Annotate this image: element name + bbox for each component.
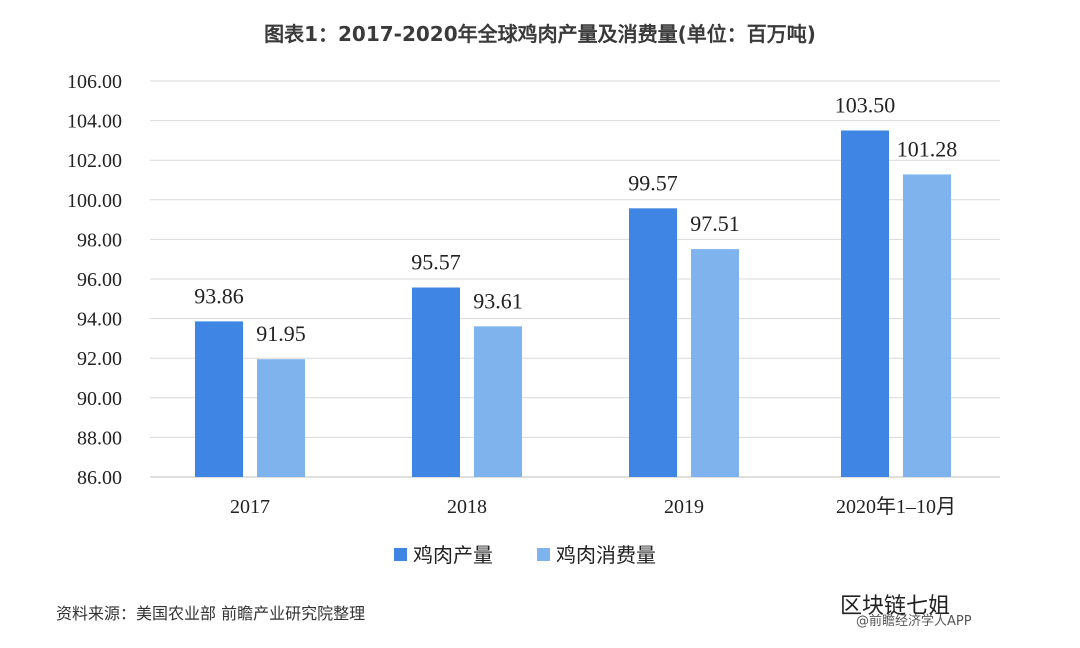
y-tick-label: 96.00 <box>77 269 122 291</box>
bar <box>903 174 951 477</box>
x-axis-ticks: 2017 2018 2019 2020年1–10月 <box>230 495 956 518</box>
y-tick-label: 94.00 <box>77 309 122 331</box>
bars <box>195 130 951 477</box>
bar <box>841 130 889 477</box>
x-tick-label: 2019 <box>664 496 704 518</box>
y-tick-label: 104.00 <box>67 111 122 133</box>
watermark-text: 区块链七姐 <box>840 594 951 619</box>
data-label: 103.50 <box>835 93 896 118</box>
legend-label: 鸡肉消费量 <box>556 543 656 567</box>
data-label: 91.95 <box>256 321 306 346</box>
source-note: 资料来源：美国农业部 前瞻产业研究院整理 <box>56 604 366 623</box>
bar <box>257 359 305 477</box>
y-axis-ticks: 86.00 88.00 90.00 92.00 94.00 96.00 98.00 100.0… <box>67 71 122 489</box>
legend: 鸡肉产量 鸡肉消费量 <box>394 543 656 567</box>
y-tick-label: 100.00 <box>67 190 122 212</box>
bar <box>629 208 677 477</box>
y-tick-label: 92.00 <box>77 348 122 370</box>
y-tick-label: 102.00 <box>67 150 122 172</box>
x-tick-label: 2020年1–10月 <box>836 495 956 518</box>
bar <box>195 321 243 477</box>
credit-text: @前瞻经济学人APP <box>856 614 972 629</box>
data-label: 95.57 <box>411 250 461 275</box>
y-tick-label: 86.00 <box>77 467 122 489</box>
legend-swatch <box>394 548 407 561</box>
data-label: 93.61 <box>473 288 523 313</box>
x-tick-label: 2017 <box>230 496 270 518</box>
bar <box>412 287 460 477</box>
bar <box>474 326 522 477</box>
y-tick-label: 98.00 <box>77 229 122 251</box>
data-label: 97.51 <box>690 211 740 236</box>
y-tick-label: 88.00 <box>77 427 122 449</box>
data-label: 101.28 <box>897 136 958 161</box>
bar <box>691 249 739 477</box>
legend-swatch <box>537 548 550 561</box>
x-tick-label: 2018 <box>447 496 487 518</box>
y-tick-label: 106.00 <box>67 71 122 93</box>
data-label: 93.86 <box>194 283 244 308</box>
legend-label: 鸡肉产量 <box>413 543 493 567</box>
data-label: 99.57 <box>628 170 678 195</box>
value-labels: 93.86 95.57 99.57 103.50 91.95 93.61 97.51 101.… <box>194 93 957 347</box>
y-tick-label: 90.00 <box>77 388 122 410</box>
chart-title: 图表1：2017-2020年全球鸡肉产量及消费量(单位：百万吨) <box>264 22 816 46</box>
